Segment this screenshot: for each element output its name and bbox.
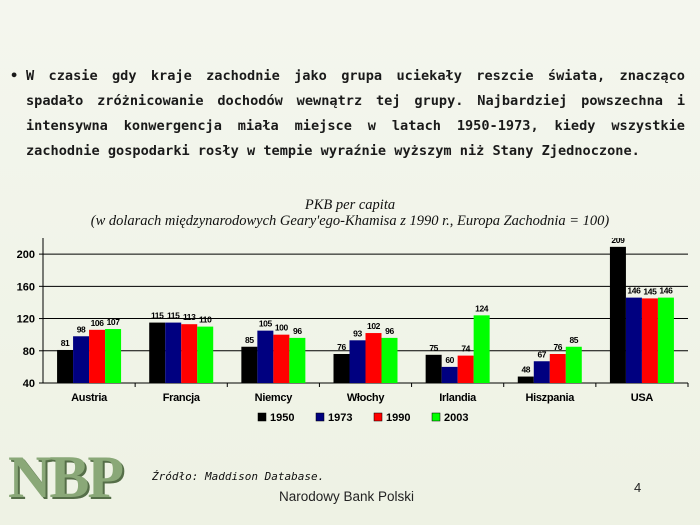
bar-2003-austria bbox=[105, 329, 122, 383]
data-label: 209 bbox=[611, 238, 625, 245]
data-label: 106 bbox=[91, 318, 105, 328]
bank-name: Narodowy Bank Polski bbox=[279, 489, 415, 504]
bar-1950-usa bbox=[609, 246, 626, 383]
bar-1990-hiszpania bbox=[549, 354, 566, 383]
page-number: 4 bbox=[634, 480, 642, 495]
data-label: 146 bbox=[659, 286, 673, 296]
category-label: Irlandia bbox=[439, 392, 477, 404]
bar-1990-austria bbox=[89, 329, 106, 383]
bar-1950-niemcy bbox=[241, 346, 258, 383]
legend-swatch bbox=[257, 412, 267, 422]
data-label: 113 bbox=[183, 312, 196, 322]
data-label: 85 bbox=[245, 335, 254, 345]
category-label: Hiszpania bbox=[525, 392, 575, 404]
bullet-point: • W czasie gdy kraje zachodnie jako grup… bbox=[10, 64, 685, 164]
bar-1990-francja bbox=[181, 324, 198, 383]
bar-2003-hiszpania bbox=[565, 346, 582, 383]
data-label: 115 bbox=[167, 311, 180, 321]
legend-label: 1973 bbox=[328, 412, 352, 424]
source-note: Źródło: Maddison Database. bbox=[152, 470, 325, 483]
bullet-text: W czasie gdy kraje zachodnie jako grupa … bbox=[26, 68, 685, 159]
data-label: 145 bbox=[643, 286, 657, 296]
category-label: Niemcy bbox=[255, 392, 294, 404]
data-label: 115 bbox=[151, 311, 164, 321]
bar-1973-francja bbox=[165, 322, 182, 383]
data-label: 96 bbox=[293, 326, 302, 336]
bar-1973-usa bbox=[625, 297, 642, 383]
y-tick-label: 120 bbox=[17, 314, 35, 326]
y-tick-label: 80 bbox=[23, 346, 35, 358]
category-label: Włochy bbox=[347, 392, 385, 404]
category-label: Austria bbox=[71, 392, 108, 404]
legend-label: 2003 bbox=[444, 412, 468, 424]
chart-title: PKB per capita bbox=[304, 197, 396, 213]
y-tick-label: 200 bbox=[17, 249, 35, 261]
category-label: Francja bbox=[163, 392, 201, 404]
data-label: 76 bbox=[337, 342, 346, 352]
bar-2003-francja bbox=[197, 326, 214, 383]
data-label: 93 bbox=[353, 328, 362, 338]
bar-2003-niemcy bbox=[289, 337, 306, 383]
nbp-logo: NBP bbox=[8, 444, 124, 510]
bar-1990-niemcy bbox=[273, 334, 290, 383]
data-label: 75 bbox=[429, 343, 438, 353]
data-label: 100 bbox=[275, 323, 289, 333]
bullet-symbol: • bbox=[10, 68, 19, 84]
data-label: 85 bbox=[569, 335, 578, 345]
data-label: 48 bbox=[521, 365, 530, 375]
bar-1950-hiszpania bbox=[517, 376, 534, 383]
bar-1950-francja bbox=[149, 322, 166, 383]
bar-1950-austria bbox=[57, 349, 74, 383]
bar-1950-irlandia bbox=[425, 354, 442, 383]
data-label: 81 bbox=[61, 338, 70, 348]
data-label: 146 bbox=[627, 286, 641, 296]
data-label: 124 bbox=[475, 303, 489, 313]
legend-swatch bbox=[315, 412, 325, 422]
bar-1973-niemcy bbox=[257, 330, 274, 383]
category-label: USA bbox=[631, 392, 654, 404]
data-label: 110 bbox=[199, 315, 212, 325]
data-label: 74 bbox=[461, 344, 470, 354]
bar-1973-irlandia bbox=[441, 366, 458, 383]
bar-1990-usa bbox=[641, 298, 658, 383]
legend-label: 1950 bbox=[270, 412, 294, 424]
data-label: 96 bbox=[385, 326, 394, 336]
data-label: 98 bbox=[77, 324, 86, 334]
bar-2003-usa bbox=[657, 297, 674, 383]
legend-swatch bbox=[431, 412, 441, 422]
bar-1973-włochy bbox=[349, 340, 366, 383]
bar-1990-irlandia bbox=[457, 355, 474, 383]
bar-2003-włochy bbox=[381, 337, 398, 383]
data-label: 107 bbox=[107, 317, 121, 327]
data-label: 102 bbox=[367, 321, 381, 331]
data-label: 67 bbox=[537, 349, 546, 359]
legend-label: 1990 bbox=[386, 412, 410, 424]
bar-1973-austria bbox=[73, 336, 90, 383]
bar-1973-hiszpania bbox=[533, 361, 550, 383]
bar-1950-włochy bbox=[333, 354, 350, 383]
chart-subtitle: (w dolarach międzynarodowych Geary'ego-K… bbox=[90, 213, 610, 229]
bar-1990-włochy bbox=[365, 333, 382, 383]
bar-2003-irlandia bbox=[473, 315, 490, 383]
data-label: 76 bbox=[553, 342, 562, 352]
y-tick-label: 160 bbox=[17, 281, 35, 293]
data-label: 105 bbox=[259, 319, 273, 329]
data-label: 60 bbox=[445, 355, 454, 365]
y-tick-label: 40 bbox=[23, 378, 35, 390]
legend-swatch bbox=[373, 412, 383, 422]
